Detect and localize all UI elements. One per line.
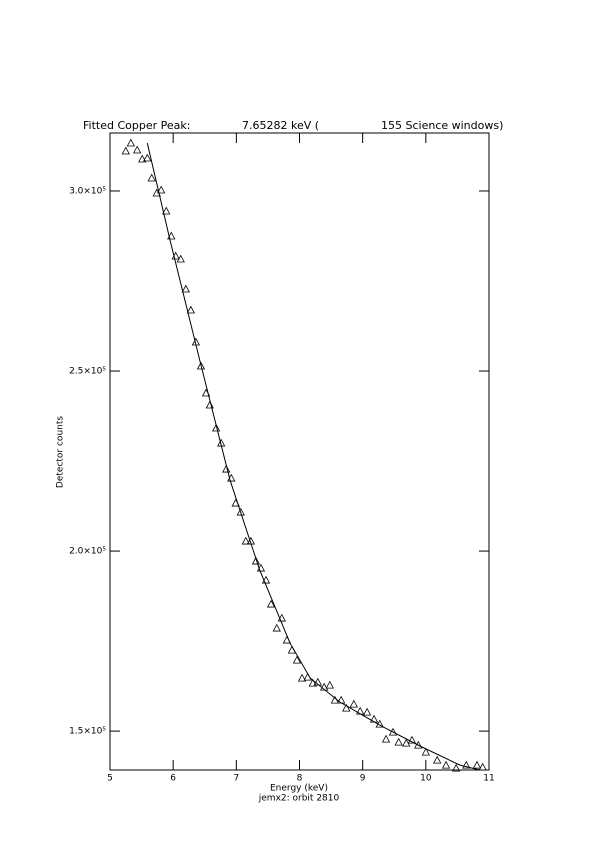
data-point — [462, 760, 471, 769]
data-point — [337, 695, 346, 704]
data-point — [472, 760, 482, 769]
data-point — [121, 146, 130, 155]
data-point — [196, 361, 206, 370]
data-point — [156, 185, 166, 194]
x-tick-label: 11 — [483, 774, 494, 784]
data-point — [126, 138, 136, 147]
data-point — [349, 699, 358, 708]
x-tick-label: 8 — [297, 774, 303, 784]
data-point — [266, 599, 276, 608]
data-point — [319, 682, 329, 691]
data-point — [381, 734, 391, 743]
data-point — [433, 755, 442, 764]
data-point — [176, 254, 185, 263]
data-point — [342, 703, 351, 712]
data-point — [308, 678, 317, 687]
data-point — [362, 707, 372, 716]
data-point — [402, 738, 411, 747]
data-point — [222, 464, 231, 473]
data-point — [292, 655, 302, 664]
subtitle: jemx2: orbit 2810 — [258, 794, 340, 804]
data-point — [205, 400, 214, 409]
data-point — [414, 740, 423, 749]
data-point — [421, 747, 431, 756]
data-point — [162, 206, 171, 215]
data-point — [143, 153, 152, 162]
chart-title: Fitted Copper Peak: — [83, 119, 190, 132]
fit-line — [146, 142, 481, 771]
data-point — [236, 507, 245, 516]
data-point — [241, 536, 250, 545]
data-point — [355, 706, 365, 715]
data-point — [441, 760, 451, 769]
x-tick-label: 5 — [107, 774, 113, 784]
data-point — [297, 673, 307, 682]
data-point — [147, 173, 156, 182]
chart-title: 7.65282 keV ( — [242, 119, 319, 132]
data-point — [181, 284, 190, 293]
y-tick-label: 3.0×10⁵ — [69, 186, 106, 196]
data-point — [186, 305, 196, 314]
data-point — [478, 762, 487, 771]
x-axis-label: Energy (keV) — [270, 784, 328, 794]
chart-title: 155 Science windows) — [381, 119, 503, 132]
data-point — [138, 154, 147, 163]
x-tick-label: 9 — [360, 774, 366, 784]
data-point — [407, 735, 417, 744]
data-point — [132, 145, 142, 154]
data-point — [394, 737, 403, 746]
data-point — [211, 423, 221, 432]
data-point — [251, 556, 261, 565]
y-tick-label: 2.5×10⁵ — [69, 367, 106, 377]
data-point — [388, 727, 398, 736]
data-point — [369, 714, 379, 723]
y-tick-label: 1.5×10⁵ — [69, 727, 106, 737]
y-axis-label: Detector counts — [56, 416, 66, 488]
data-point — [313, 677, 322, 686]
x-tick-label: 7 — [233, 774, 239, 784]
x-tick-label: 10 — [420, 774, 432, 784]
data-point — [325, 680, 334, 689]
y-tick-label: 2.0×10⁵ — [69, 547, 106, 557]
data-point — [272, 623, 281, 632]
data-point — [451, 763, 461, 772]
x-tick-label: 6 — [170, 774, 176, 784]
